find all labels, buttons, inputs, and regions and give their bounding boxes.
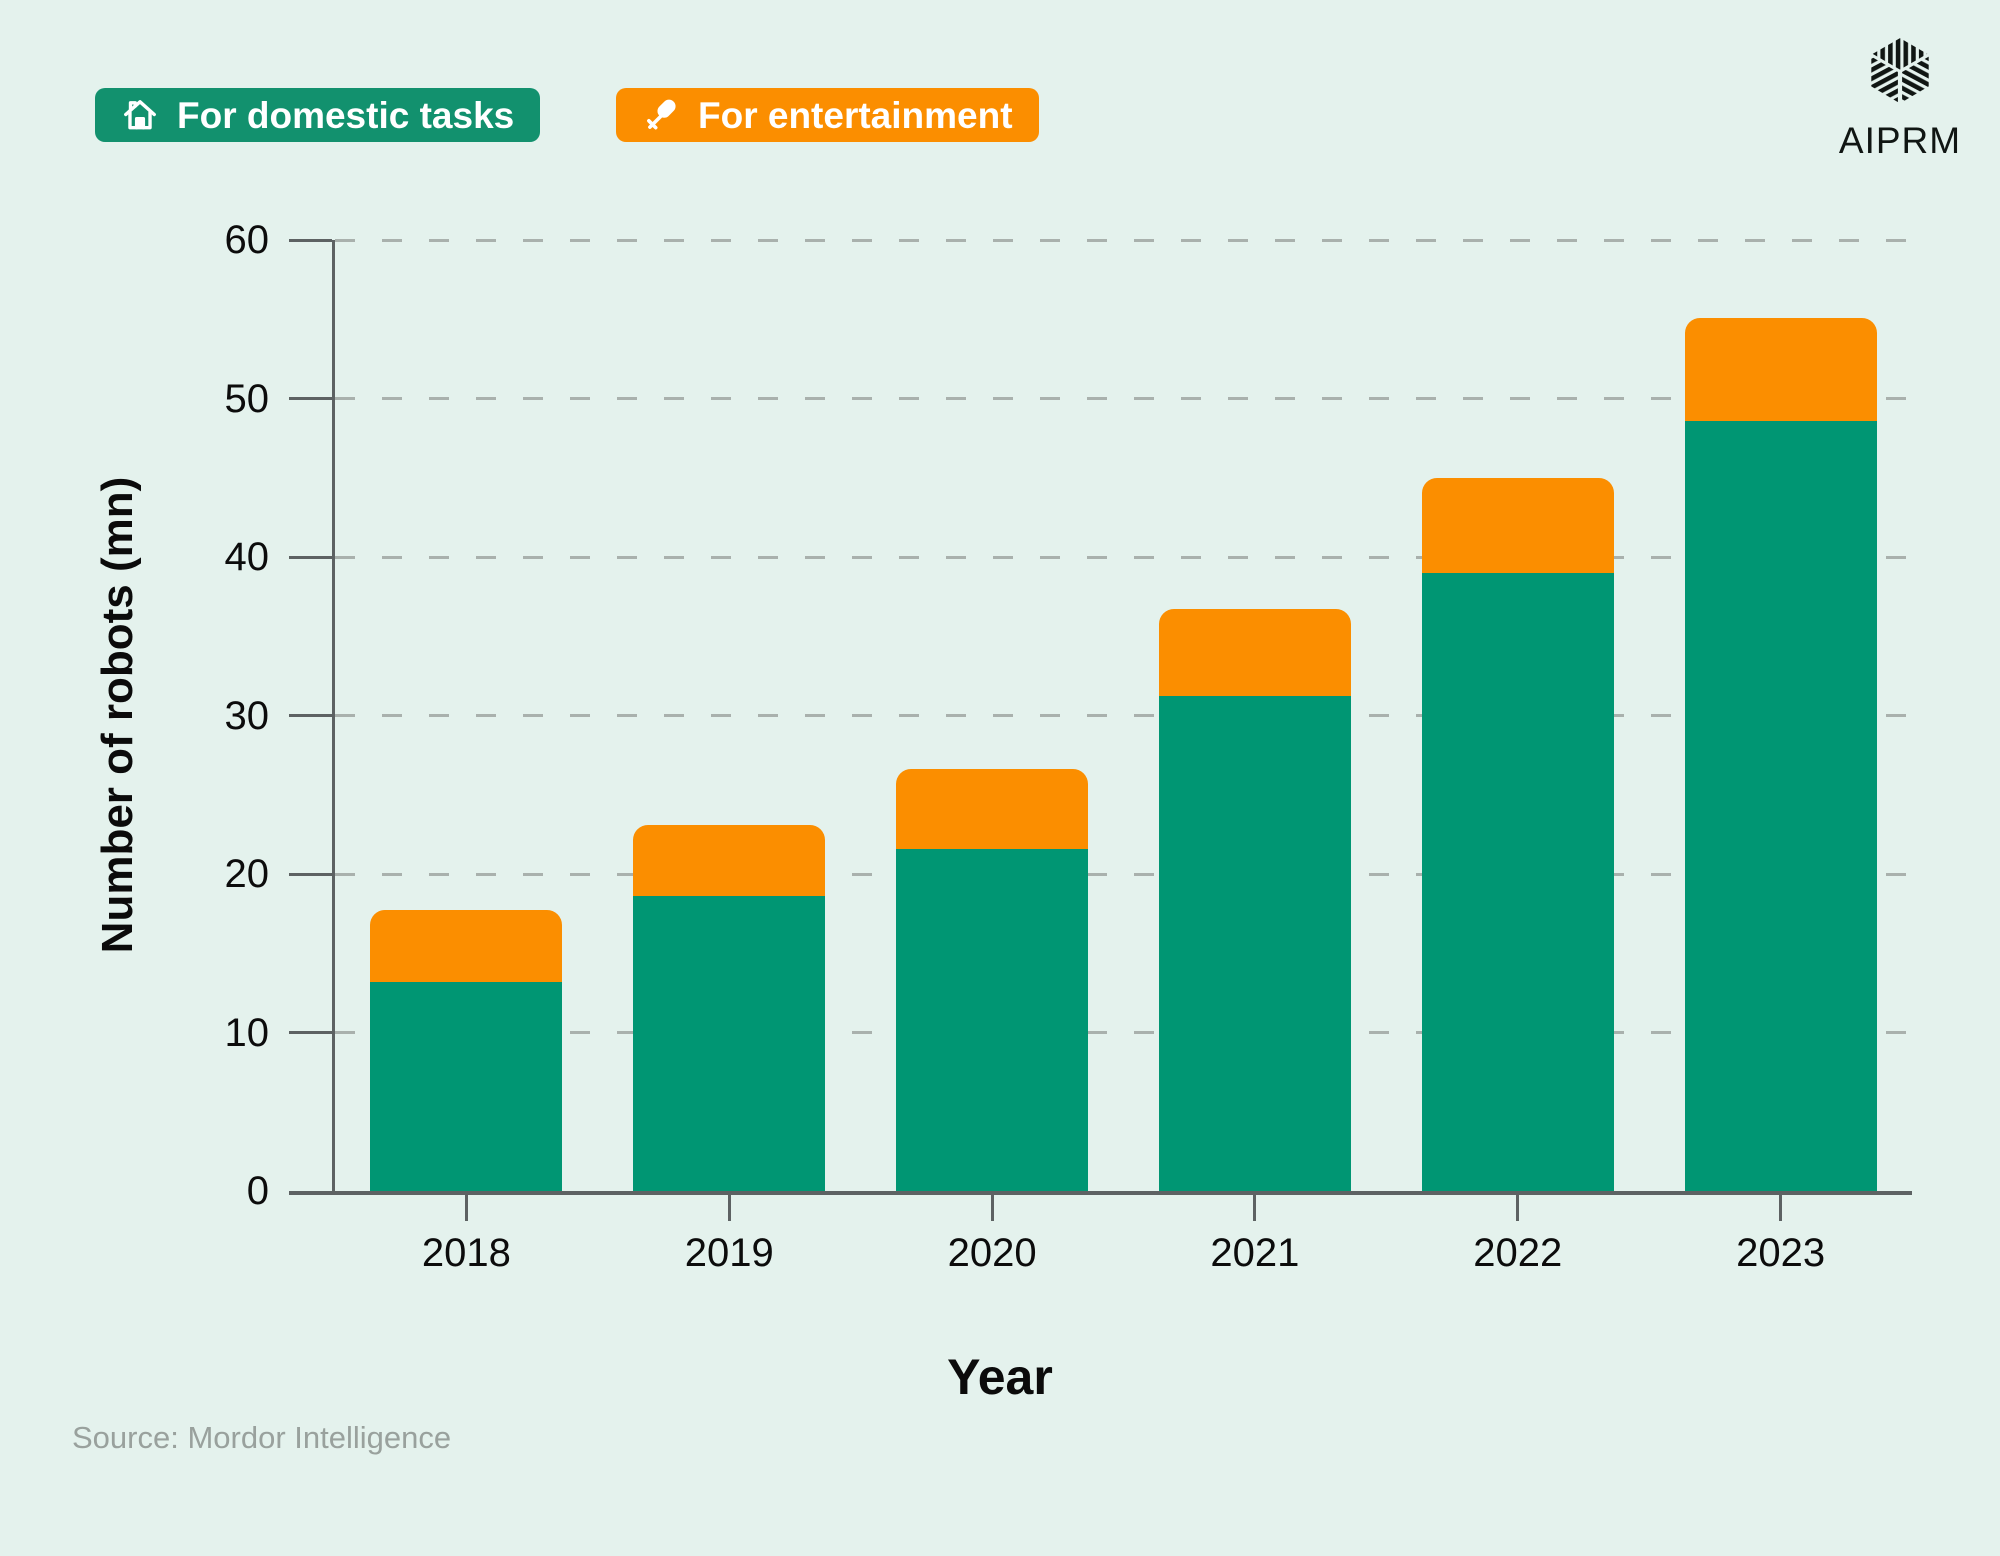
y-tick-label-30: 30 xyxy=(224,693,270,738)
bar-segment-entertainment-2019 xyxy=(633,824,826,897)
microphone-icon xyxy=(642,96,680,134)
x-tick-2022 xyxy=(1516,1195,1520,1221)
x-tick-2018 xyxy=(464,1195,468,1221)
legend-badge-domestic: For domestic tasks xyxy=(95,88,541,142)
source-note: Source: Mordor Intelligence xyxy=(72,1420,452,1455)
x-tick-label-2022: 2022 xyxy=(1473,1231,1563,1275)
x-tick-2021 xyxy=(1253,1195,1257,1221)
y-tick-label-20: 20 xyxy=(224,852,270,896)
x-tick-label-2020: 2020 xyxy=(947,1231,1037,1275)
y-tick-60 xyxy=(289,238,332,242)
bar-segment-domestic-2021 xyxy=(1158,696,1351,1191)
y-tick-label-10: 10 xyxy=(224,1010,270,1055)
aiprm-logo-text: AIPRM xyxy=(1838,120,1962,161)
bar-segment-domestic-2019 xyxy=(633,896,826,1191)
x-tick-2023 xyxy=(1779,1195,1783,1221)
bar-segment-entertainment-2022 xyxy=(1421,477,1614,573)
house-icon xyxy=(121,96,159,134)
x-tick-label-2023: 2023 xyxy=(1736,1231,1826,1275)
aiprm-logo-mark xyxy=(1871,38,1929,103)
y-axis-title: Number of robots (mn) xyxy=(93,476,142,954)
bar-2021 xyxy=(1158,609,1351,1191)
y-tick-label-0: 0 xyxy=(246,1169,269,1213)
bar-2023 xyxy=(1684,317,1877,1191)
x-tick-label-2021: 2021 xyxy=(1210,1231,1300,1275)
y-tick-50 xyxy=(289,397,332,400)
bar-segment-domestic-2022 xyxy=(1421,572,1614,1191)
y-tick-20 xyxy=(289,872,332,876)
y-tick-40 xyxy=(289,555,332,559)
bar-segment-entertainment-2023 xyxy=(1684,317,1877,421)
bar-2022 xyxy=(1421,477,1614,1191)
bar-segment-entertainment-2020 xyxy=(896,769,1089,849)
gridline-20 xyxy=(335,872,1912,876)
y-tick-label-50: 50 xyxy=(224,376,270,421)
y-tick-0 xyxy=(289,1191,332,1195)
bar-2020 xyxy=(896,769,1089,1191)
bar-2019 xyxy=(633,824,826,1191)
bar-2018 xyxy=(370,910,563,1191)
legend-badge-entertainment: For entertainment xyxy=(616,88,1039,142)
bar-segment-entertainment-2018 xyxy=(370,910,563,982)
bar-segment-domestic-2020 xyxy=(896,848,1089,1191)
x-tick-label-2019: 2019 xyxy=(684,1231,774,1275)
y-tick-30 xyxy=(289,714,332,717)
bar-segment-domestic-2023 xyxy=(1684,420,1877,1191)
y-tick-label-40: 40 xyxy=(224,535,270,579)
gridline-60 xyxy=(335,238,1912,242)
aiprm-logo: AIPRM xyxy=(1834,36,1966,162)
bar-segment-domestic-2018 xyxy=(370,981,563,1191)
x-tick-2019 xyxy=(727,1195,731,1221)
x-tick-label-2018: 2018 xyxy=(421,1231,511,1275)
bar-segment-entertainment-2021 xyxy=(1158,609,1351,697)
legend-label-domestic: For domestic tasks xyxy=(177,94,515,136)
gridline-30 xyxy=(335,714,1912,717)
y-tick-10 xyxy=(289,1031,332,1034)
gridline-10 xyxy=(335,1031,1912,1034)
gridline-40 xyxy=(335,555,1912,559)
y-tick-label-60: 60 xyxy=(224,218,270,262)
plot-area: 0 10 20 30 40 50 60 2018 2019 2020 2021 2022 2023 xyxy=(225,218,1912,1275)
gridline-50 xyxy=(335,397,1912,400)
x-tick-2020 xyxy=(990,1195,994,1221)
legend-label-entertainment: For entertainment xyxy=(698,94,1013,136)
x-axis-title: Year xyxy=(947,1349,1053,1405)
